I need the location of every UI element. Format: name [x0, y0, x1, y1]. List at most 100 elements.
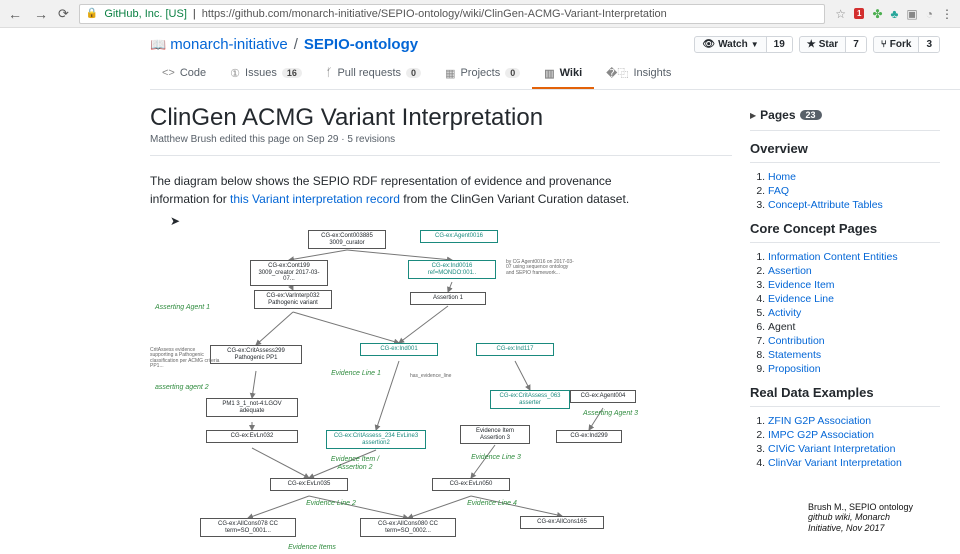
- sidebar-item[interactable]: Evidence Line: [768, 293, 940, 305]
- sidebar-heading-real: Real Data Examples: [750, 385, 940, 400]
- back-button[interactable]: ←: [8, 6, 22, 22]
- diagram-node: CG-ex:Ind001: [360, 343, 438, 356]
- ext-box-icon[interactable]: ▣: [906, 7, 917, 21]
- repo-owner-link[interactable]: monarch-initiative: [170, 36, 288, 53]
- url-host: GitHub, Inc. [US]: [104, 8, 187, 20]
- diagram-node: Asserting Agent 1: [152, 302, 213, 314]
- eye-icon: 👁: [702, 39, 715, 50]
- core-list: Information Content Entities Assertion Evi…: [750, 251, 940, 375]
- sidebar-item[interactable]: IMPC G2P Association: [768, 429, 940, 441]
- pr-icon: ᚶ: [326, 67, 333, 79]
- sidebar-item[interactable]: Information Content Entities: [768, 251, 940, 263]
- fork-button[interactable]: ⑂Fork 3: [873, 36, 940, 53]
- tab-pulls[interactable]: ᚶPull requests0: [314, 59, 433, 89]
- wiki-content: ClinGen ACMG Variant Interpretation Matt…: [150, 104, 732, 550]
- page-subtitle: Matthew Brush edited this page on Sep 29…: [150, 134, 732, 145]
- tab-wiki[interactable]: ▥Wiki: [532, 59, 594, 89]
- triangle-icon: ▶: [750, 111, 756, 120]
- sepio-diagram: CG-ex:Cont003885 3009_curator CG-ex:Agent…: [150, 230, 670, 550]
- insights-icon: �⿻: [606, 65, 628, 81]
- diagram-node: PM1 3_1_not-4:LGOV adequate: [206, 398, 298, 417]
- watch-button[interactable]: 👁Watch▼ 19: [694, 36, 792, 53]
- repo-actions: 👁Watch▼ 19 ★Star 7 ⑂Fork 3: [694, 36, 940, 53]
- sidebar-item[interactable]: Concept-Attribute Tables: [768, 199, 940, 211]
- lock-icon: 🔒: [86, 8, 98, 19]
- overview-list: Home FAQ Concept-Attribute Tables: [750, 171, 940, 211]
- sidebar-item[interactable]: ClinVar Variant Interpretation: [768, 457, 940, 469]
- ext-clover-icon[interactable]: ✤: [872, 7, 882, 21]
- diagram-node: CG-ex:Ind0016 ref=MONDO:001..: [408, 260, 496, 279]
- tab-issues[interactable]: ①Issues16: [218, 59, 314, 89]
- diagram-node: CG-ex:Cont199 3009_creator 2017-03-07...: [250, 260, 328, 286]
- browser-toolbar: ← → ⟳ 🔒 GitHub, Inc. [US] | https://gith…: [0, 0, 960, 28]
- sidebar-item[interactable]: FAQ: [768, 185, 940, 197]
- diagram-node: Evidence Line 3: [466, 452, 526, 464]
- sidebar-item[interactable]: Activity: [768, 307, 940, 319]
- code-icon: <>: [162, 67, 175, 79]
- reload-button[interactable]: ⟳: [58, 6, 69, 22]
- fork-icon: ⑂: [881, 39, 887, 50]
- sidebar-item[interactable]: Home: [768, 171, 940, 183]
- intro-link[interactable]: this Variant interpretation record: [230, 192, 400, 206]
- wiki-sidebar: ▶ Pages 23 Overview HomeFAQConcept-Attri…: [750, 104, 940, 550]
- pages-toggle[interactable]: ▶ Pages 23: [750, 108, 940, 131]
- star-icon: ★: [807, 39, 816, 50]
- star-button[interactable]: ★Star 7: [799, 36, 867, 53]
- repo-name-link[interactable]: SEPIO-ontology: [304, 36, 418, 53]
- diagram-node: CG-ex:EvLn032: [206, 430, 298, 443]
- diagram-node: CG-ex:VarInterp032 Pathogenic variant: [254, 290, 332, 309]
- diagram-node: CG-ex:Ind117: [476, 343, 554, 356]
- tab-insights[interactable]: �⿻Insights: [594, 59, 683, 89]
- diagram-node: Evidence Line 2: [296, 498, 366, 510]
- sidebar-item[interactable]: Proposition: [768, 363, 940, 375]
- sidebar-item[interactable]: Assertion: [768, 265, 940, 277]
- diagram-node: Assertion 1: [410, 292, 486, 305]
- sidebar-item[interactable]: Contribution: [768, 335, 940, 347]
- nav-arrows: ← →: [8, 6, 48, 22]
- diagram-node: Asserting Agent 3: [580, 408, 641, 420]
- diagram-annotation: by CG Agent0016 on 2017-03-07 using sequ…: [506, 260, 576, 276]
- sidebar-item[interactable]: Agent: [768, 321, 940, 333]
- issues-icon: ①: [230, 67, 240, 80]
- projects-icon: ▦: [445, 67, 455, 80]
- diagram-node: Evidence Item Assertion 3: [460, 425, 530, 444]
- bookmark-icon[interactable]: ☆: [835, 7, 846, 21]
- sidebar-item[interactable]: Statements: [768, 349, 940, 361]
- browser-menu-icon[interactable]: ⋮: [941, 7, 952, 21]
- tab-projects[interactable]: ▦Projects0: [433, 59, 532, 89]
- diagram-node: CG-ex:CritAssess_234 EvLine3 assertion2: [326, 430, 426, 449]
- real-list: ZFIN G2P Association IMPC G2P Association…: [750, 415, 940, 469]
- intro-text: The diagram below shows the SEPIO RDF re…: [150, 172, 670, 208]
- diagram-node: Evidence Items: [272, 542, 352, 554]
- sidebar-item[interactable]: CIViC Variant Interpretation: [768, 443, 940, 455]
- ext-tree-icon[interactable]: ♣: [891, 7, 899, 21]
- extension-icons: ☆ 1 ✤ ♣ ▣ ◔ ⋮: [835, 7, 952, 21]
- diagram-annotation: CritAssess evidence supporting a Pathoge…: [150, 348, 220, 369]
- sidebar-item[interactable]: Evidence Item: [768, 279, 940, 291]
- diagram-node: Evidence Item / Assertion 2: [320, 454, 390, 473]
- forward-button[interactable]: →: [34, 6, 48, 22]
- url-path: https://github.com/monarch-initiative/SE…: [202, 8, 667, 20]
- cursor-icon: ➤: [170, 214, 180, 228]
- diagram-node: CG-ex:Agent004: [570, 390, 636, 403]
- diagram-node: CG-ex:CritAssess_063 asserter: [490, 390, 570, 409]
- diagram-node: CG-ex:AllCons165: [520, 516, 604, 529]
- page-title: ClinGen ACMG Variant Interpretation: [150, 104, 732, 132]
- repo-tabs: <>Code ①Issues16 ᚶPull requests0 ▦Projec…: [150, 59, 960, 90]
- ext-circle-icon[interactable]: ◔: [926, 7, 933, 21]
- diagram-node: CG-ex:Cont003885 3009_curator: [308, 230, 386, 249]
- sidebar-item[interactable]: ZFIN G2P Association: [768, 415, 940, 427]
- tab-code[interactable]: <>Code: [150, 59, 218, 89]
- pages-count: 23: [800, 110, 822, 120]
- star-count: 7: [846, 37, 866, 52]
- diagram-node: CG-ex:EvLn035: [270, 478, 348, 491]
- repo-title: 📖 monarch-initiative / SEPIO-ontology: [150, 36, 418, 53]
- diagram-node: asserting agent 2: [152, 382, 212, 394]
- diagram-node: CG-ex:AllCons078 CC term=SO_0001...: [200, 518, 296, 537]
- sidebar-heading-core: Core Concept Pages: [750, 221, 940, 236]
- ext-badge-icon[interactable]: 1: [854, 8, 864, 19]
- diagram-annotation: has_evidence_line: [410, 374, 480, 379]
- repo-header: 📖 monarch-initiative / SEPIO-ontology 👁W…: [150, 28, 960, 59]
- repo-icon: 📖: [150, 37, 166, 53]
- address-bar[interactable]: 🔒 GitHub, Inc. [US] | https://github.com…: [79, 4, 825, 24]
